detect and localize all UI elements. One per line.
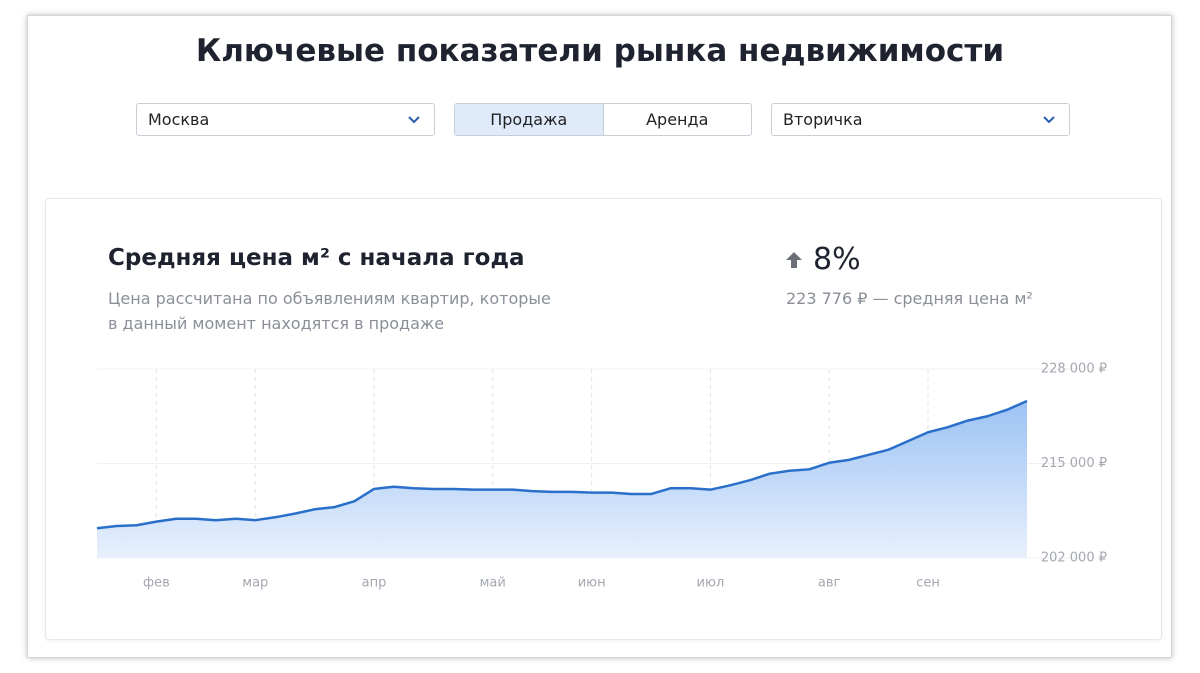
page-title: Ключевые показатели рынка недвижимости (195, 33, 1005, 69)
card (45, 198, 1162, 640)
chevron (408, 116, 420, 124)
x-tick-label: май (480, 576, 506, 591)
x-tick-label: июл (697, 576, 725, 591)
region-select[interactable]: Москва (136, 103, 435, 136)
toggle-option[interactable]: Аренда (646, 110, 709, 129)
frame (27, 15, 1172, 658)
up-arrow (786, 251, 802, 268)
x-tick-label: мар (242, 576, 268, 591)
y-tick-label: 202 000 ₽ (1041, 551, 1107, 566)
card-title: Средняя цена м² с начала года (108, 245, 525, 271)
change: 8% (785, 242, 861, 277)
x-tick-label: авг (818, 576, 841, 591)
market-value: Вторичка (783, 110, 863, 129)
line (96, 399, 1028, 530)
area (97, 400, 1027, 558)
y-tick-label: 215 000 ₽ (1041, 456, 1107, 471)
region-value: Москва (148, 110, 210, 129)
market-select[interactable]: Вторичка (771, 103, 1070, 136)
deal-toggle: Продажа Аренда (454, 103, 752, 136)
subtitle-line: в данный момент находятся в продаже (108, 314, 445, 333)
price-note: 223 776 ₽ — средняя цена м² (786, 289, 1033, 308)
change-value: 8% (813, 242, 861, 277)
card-subtitle: Цена рассчитана по объявлениям квартир, … (108, 286, 551, 336)
y-tick-label: 228 000 ₽ (1041, 362, 1107, 377)
subtitle-line: Цена рассчитана по объявлениям квартир, … (108, 289, 551, 308)
x-tick-label: июн (578, 576, 606, 591)
toggle-option[interactable]: Продажа (455, 104, 604, 135)
x-tick-label: фев (143, 576, 170, 591)
chevron (1043, 116, 1055, 124)
x-tick-label: сен (916, 576, 940, 591)
x-tick-label: апр (362, 576, 387, 591)
